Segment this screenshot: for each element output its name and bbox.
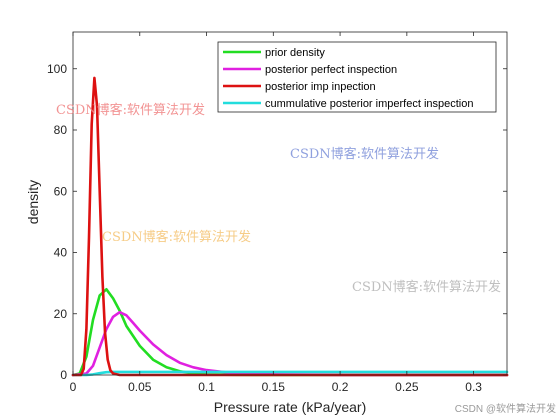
- y-axis-label: density: [25, 180, 41, 224]
- watermark-4: CSDN博客:软件算法开发: [352, 279, 501, 295]
- series-line-4: [71, 370, 509, 377]
- legend: prior density posterior perfect inspectio…: [217, 41, 497, 113]
- watermarks: CSDN博客:软件算法开发 CSDN博客:软件算法开发 CSDN博客:软件算法开…: [56, 102, 501, 295]
- legend-label: prior density: [265, 47, 325, 59]
- x-tick-label: 0.25: [395, 380, 419, 394]
- x-tick-label: 0.2: [332, 380, 349, 394]
- legend-box: [217, 41, 497, 113]
- legend-label: cummulative posterior imperfect inspecti…: [265, 98, 473, 110]
- watermark-3: CSDN博客:软件算法开发: [102, 229, 251, 245]
- ticks-layer: 0 0.05 0.1 0.15 0.2 0.25 0.3 0 20 40 60 80 100: [47, 32, 507, 394]
- x-tick-label: 0.05: [128, 380, 152, 394]
- watermark-2: CSDN博客:软件算法开发: [290, 146, 439, 162]
- legend-label: posterior perfect inspection: [265, 64, 397, 76]
- y-tick-label: 20: [54, 307, 68, 321]
- y-tick-label: 80: [54, 123, 68, 137]
- x-tick-label: 0.1: [198, 380, 215, 394]
- y-tick-label: 60: [54, 184, 68, 198]
- footer-credit: CSDN @软件算法开发: [455, 402, 556, 415]
- y-tick-label: 0: [60, 368, 67, 382]
- legend-entries: prior density posterior perfect inspectio…: [223, 47, 473, 110]
- x-tick-label: 0.15: [262, 380, 286, 394]
- y-tick-label: 100: [47, 62, 67, 76]
- watermark-1: CSDN博客:软件算法开发: [56, 102, 205, 118]
- x-tick-label: 0: [70, 380, 77, 394]
- legend-label: posterior imp inpection: [265, 81, 376, 93]
- y-tick-label: 40: [54, 246, 68, 260]
- x-tick-label: 0.3: [465, 380, 482, 394]
- x-axis-label: Pressure rate (kPa/year): [214, 399, 367, 415]
- axes-frame: [72, 31, 508, 376]
